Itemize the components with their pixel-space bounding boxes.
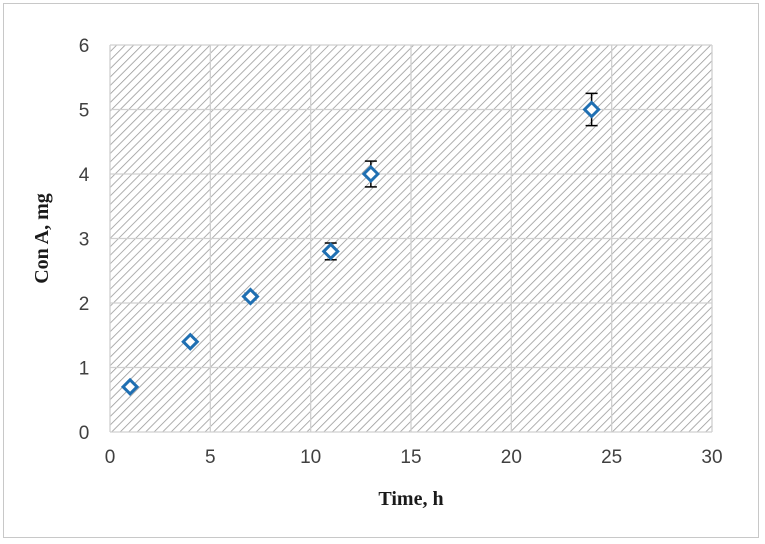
x-tick-label: 5 bbox=[205, 447, 216, 468]
gridlines bbox=[109, 44, 713, 433]
x-tick-label: 20 bbox=[501, 447, 522, 468]
x-tick-labels: 0 5 10 15 20 25 30 bbox=[105, 447, 723, 468]
y-tick-label: 6 bbox=[79, 36, 90, 57]
x-tick-label: 0 bbox=[105, 447, 116, 468]
data-point-marker bbox=[361, 164, 380, 184]
x-tick-label: 25 bbox=[601, 447, 622, 468]
y-tick-label: 0 bbox=[79, 423, 90, 444]
x-tick-label: 15 bbox=[400, 447, 421, 468]
data-point-marker bbox=[321, 242, 340, 261]
data-point-marker bbox=[241, 287, 260, 306]
y-tick-label: 1 bbox=[79, 359, 90, 380]
data-point-marker bbox=[582, 100, 601, 119]
y-tick-labels: 0 1 2 3 4 5 6 bbox=[79, 36, 90, 444]
x-tick-label: 10 bbox=[300, 447, 321, 468]
y-tick-label: 4 bbox=[79, 165, 90, 186]
x-axis-title: Time, h bbox=[378, 488, 443, 510]
data-point-marker bbox=[181, 332, 200, 351]
y-axis-title: Con A, mg bbox=[31, 193, 53, 284]
x-tick-label: 30 bbox=[701, 447, 722, 468]
y-tick-label: 5 bbox=[79, 101, 90, 122]
y-tick-label: 3 bbox=[79, 230, 90, 251]
data-points bbox=[120, 100, 601, 396]
y-tick-label: 2 bbox=[79, 294, 90, 315]
data-point-marker bbox=[120, 377, 140, 396]
